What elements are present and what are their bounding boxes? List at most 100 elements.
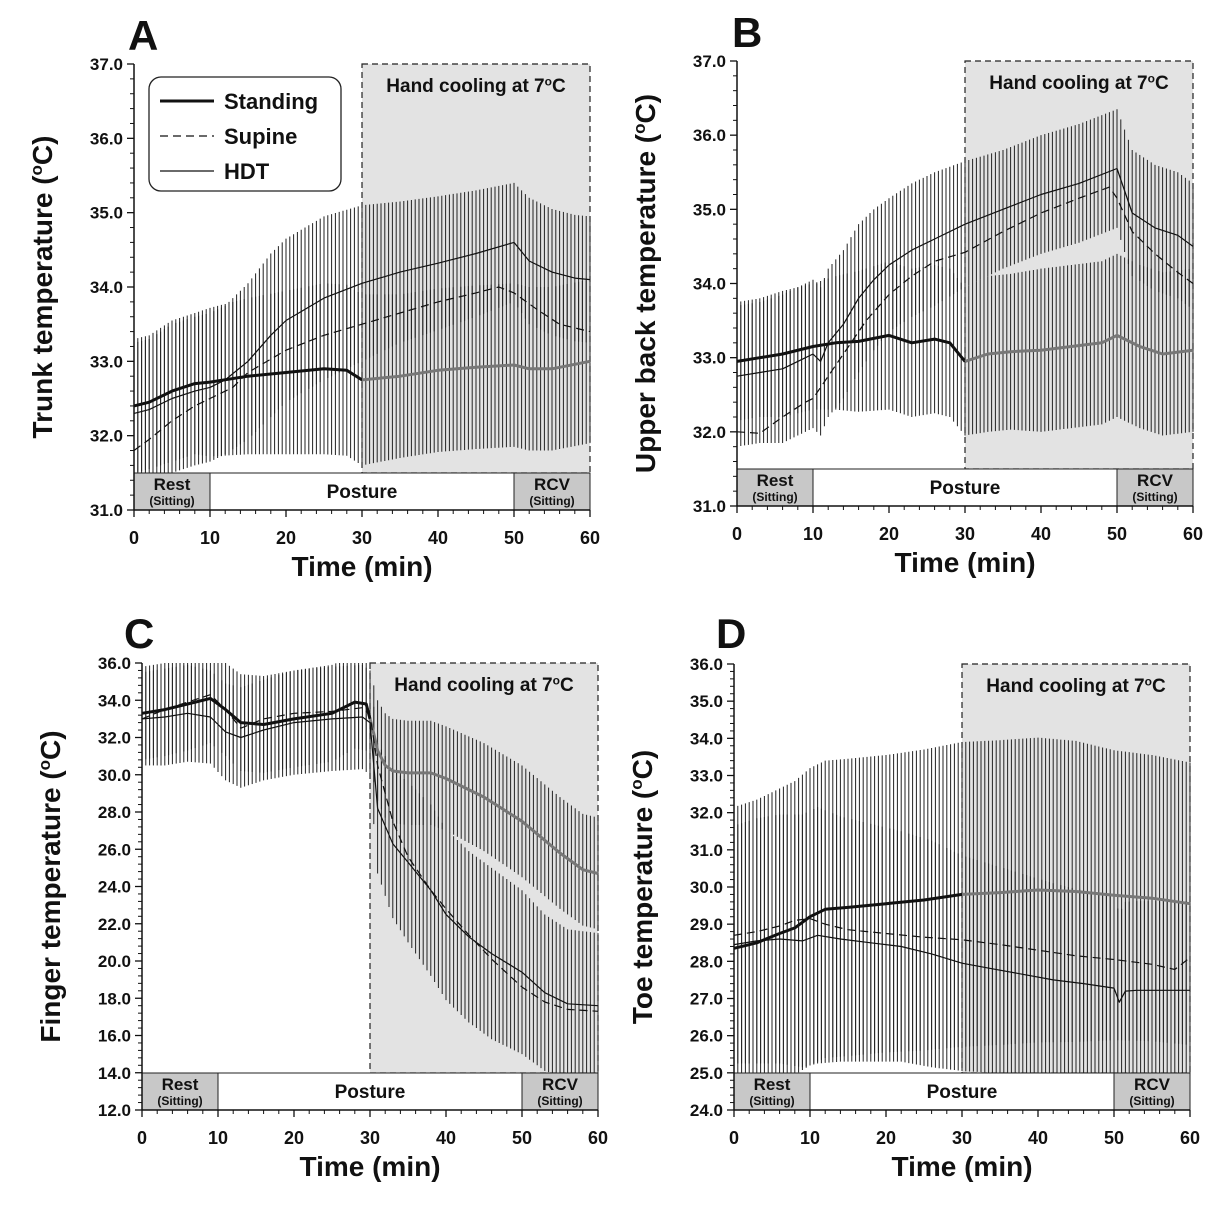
x-tick-label: 20 — [284, 1128, 304, 1148]
phase-box-3 — [1116, 468, 1194, 507]
phase-label: RCV — [1137, 471, 1174, 490]
series-line-standing-cooling — [964, 333, 1194, 363]
cooling-region-label: Hand cooling at 7oC — [989, 71, 1169, 94]
legend-label: HDT — [224, 159, 270, 184]
phase-sublabel: (Sitting) — [749, 1094, 794, 1108]
series-line-standing — [133, 367, 363, 408]
x-tick-label: 10 — [208, 1128, 228, 1148]
x-tick-label: 60 — [1183, 524, 1203, 544]
y-tick-label: 34.0 — [693, 275, 726, 294]
y-tick-label: 36.0 — [693, 126, 726, 145]
series-line-standing — [736, 333, 967, 363]
series-line-standing-cooling — [368, 718, 599, 875]
x-axis-label: Time (min) — [291, 551, 432, 582]
y-tick-label: 37.0 — [90, 55, 123, 74]
phase-label: Rest — [154, 475, 191, 494]
series-line-supine — [141, 694, 599, 1012]
x-axis-label: Time (min) — [894, 547, 1035, 578]
legend-label: Standing — [224, 89, 318, 114]
x-tick-label: 30 — [360, 1128, 380, 1148]
y-tick-label: 32.0 — [98, 729, 131, 748]
phase-box-3 — [513, 472, 591, 511]
phase-sublabel: (Sitting) — [149, 494, 194, 508]
x-axis-label: Time (min) — [891, 1151, 1032, 1182]
phase-box-1 — [141, 1072, 219, 1111]
phase-sublabel: (Sitting) — [529, 494, 574, 508]
y-tick-label: 33.0 — [693, 349, 726, 368]
y-tick-label: 31.0 — [90, 501, 123, 520]
x-tick-label: 50 — [504, 528, 524, 548]
x-tick-label: 60 — [588, 1128, 608, 1148]
x-tick-label: 30 — [952, 1128, 972, 1148]
phase-sublabel: (Sitting) — [1129, 1094, 1174, 1108]
x-tick-label: 40 — [436, 1128, 456, 1148]
y-tick-label: 33.0 — [90, 352, 123, 371]
y-tick-label: 18.0 — [98, 989, 131, 1008]
phase-sublabel: (Sitting) — [1132, 490, 1177, 504]
y-tick-label: 24.0 — [690, 1101, 723, 1120]
y-tick-label: 32.0 — [693, 423, 726, 442]
phase-sublabel: (Sitting) — [157, 1094, 202, 1108]
cooling-region-label: Hand cooling at 7oC — [394, 673, 574, 696]
x-tick-label: 40 — [1028, 1128, 1048, 1148]
series-line-standing-cooling — [961, 888, 1191, 906]
phase-label: Posture — [930, 478, 1001, 499]
x-tick-label: 0 — [729, 1128, 739, 1148]
y-tick-label: 29.0 — [690, 915, 723, 934]
x-tick-label: 20 — [879, 524, 899, 544]
y-tick-label: 35.0 — [690, 692, 723, 711]
x-tick-label: 10 — [200, 528, 220, 548]
panel-label: D — [716, 610, 746, 657]
series-line-hdt — [133, 241, 591, 414]
y-tick-label: 32.0 — [690, 804, 723, 823]
y-tick-label: 28.0 — [98, 803, 131, 822]
y-tick-label: 34.0 — [90, 278, 123, 297]
x-tick-label: 0 — [129, 528, 139, 548]
phase-sublabel: (Sitting) — [537, 1094, 582, 1108]
y-tick-label: 22.0 — [98, 915, 131, 934]
y-axis-label: Upper back temperature (oC) — [630, 94, 661, 473]
series-line-hdt — [141, 712, 599, 1007]
y-tick-label: 36.0 — [90, 129, 123, 148]
y-tick-label: 12.0 — [98, 1101, 131, 1120]
y-axis-label: Toe temperature (oC) — [627, 750, 658, 1024]
y-tick-label: 31.0 — [690, 841, 723, 860]
legend-box — [148, 76, 342, 192]
phase-box-1 — [736, 468, 814, 507]
phase-label: RCV — [1134, 1075, 1171, 1094]
panel-label: A — [128, 12, 158, 59]
y-tick-label: 30.0 — [98, 766, 131, 785]
phase-box-2 — [812, 468, 1118, 507]
y-tick-label: 24.0 — [98, 878, 131, 897]
legend: Standing Supine HDT — [148, 76, 342, 192]
x-tick-label: 10 — [800, 1128, 820, 1148]
series-line-standing-cooling — [361, 359, 591, 382]
series-line-supine — [133, 286, 591, 451]
y-tick-label: 26.0 — [98, 840, 131, 859]
phase-box-2 — [217, 1072, 523, 1111]
x-tick-label: 50 — [1107, 524, 1127, 544]
panel-label: C — [124, 610, 154, 657]
y-tick-label: 35.0 — [693, 200, 726, 219]
y-tick-label: 31.0 — [693, 497, 726, 516]
x-tick-label: 30 — [955, 524, 975, 544]
series-line-standing — [733, 892, 963, 950]
series-line-hdt — [733, 934, 1190, 1003]
y-tick-label: 34.0 — [98, 691, 131, 710]
panel-label: B — [732, 9, 762, 56]
x-tick-label: 30 — [352, 528, 372, 548]
phase-box-2 — [209, 472, 515, 511]
y-tick-label: 35.0 — [90, 204, 123, 223]
x-tick-label: 60 — [1180, 1128, 1200, 1148]
series-line-hdt — [736, 167, 1194, 377]
y-tick-label: 37.0 — [693, 52, 726, 71]
phase-box-2 — [809, 1072, 1115, 1111]
y-tick-label: 36.0 — [98, 654, 131, 673]
phase-sublabel: (Sitting) — [752, 490, 797, 504]
phase-label: Posture — [927, 1082, 998, 1103]
